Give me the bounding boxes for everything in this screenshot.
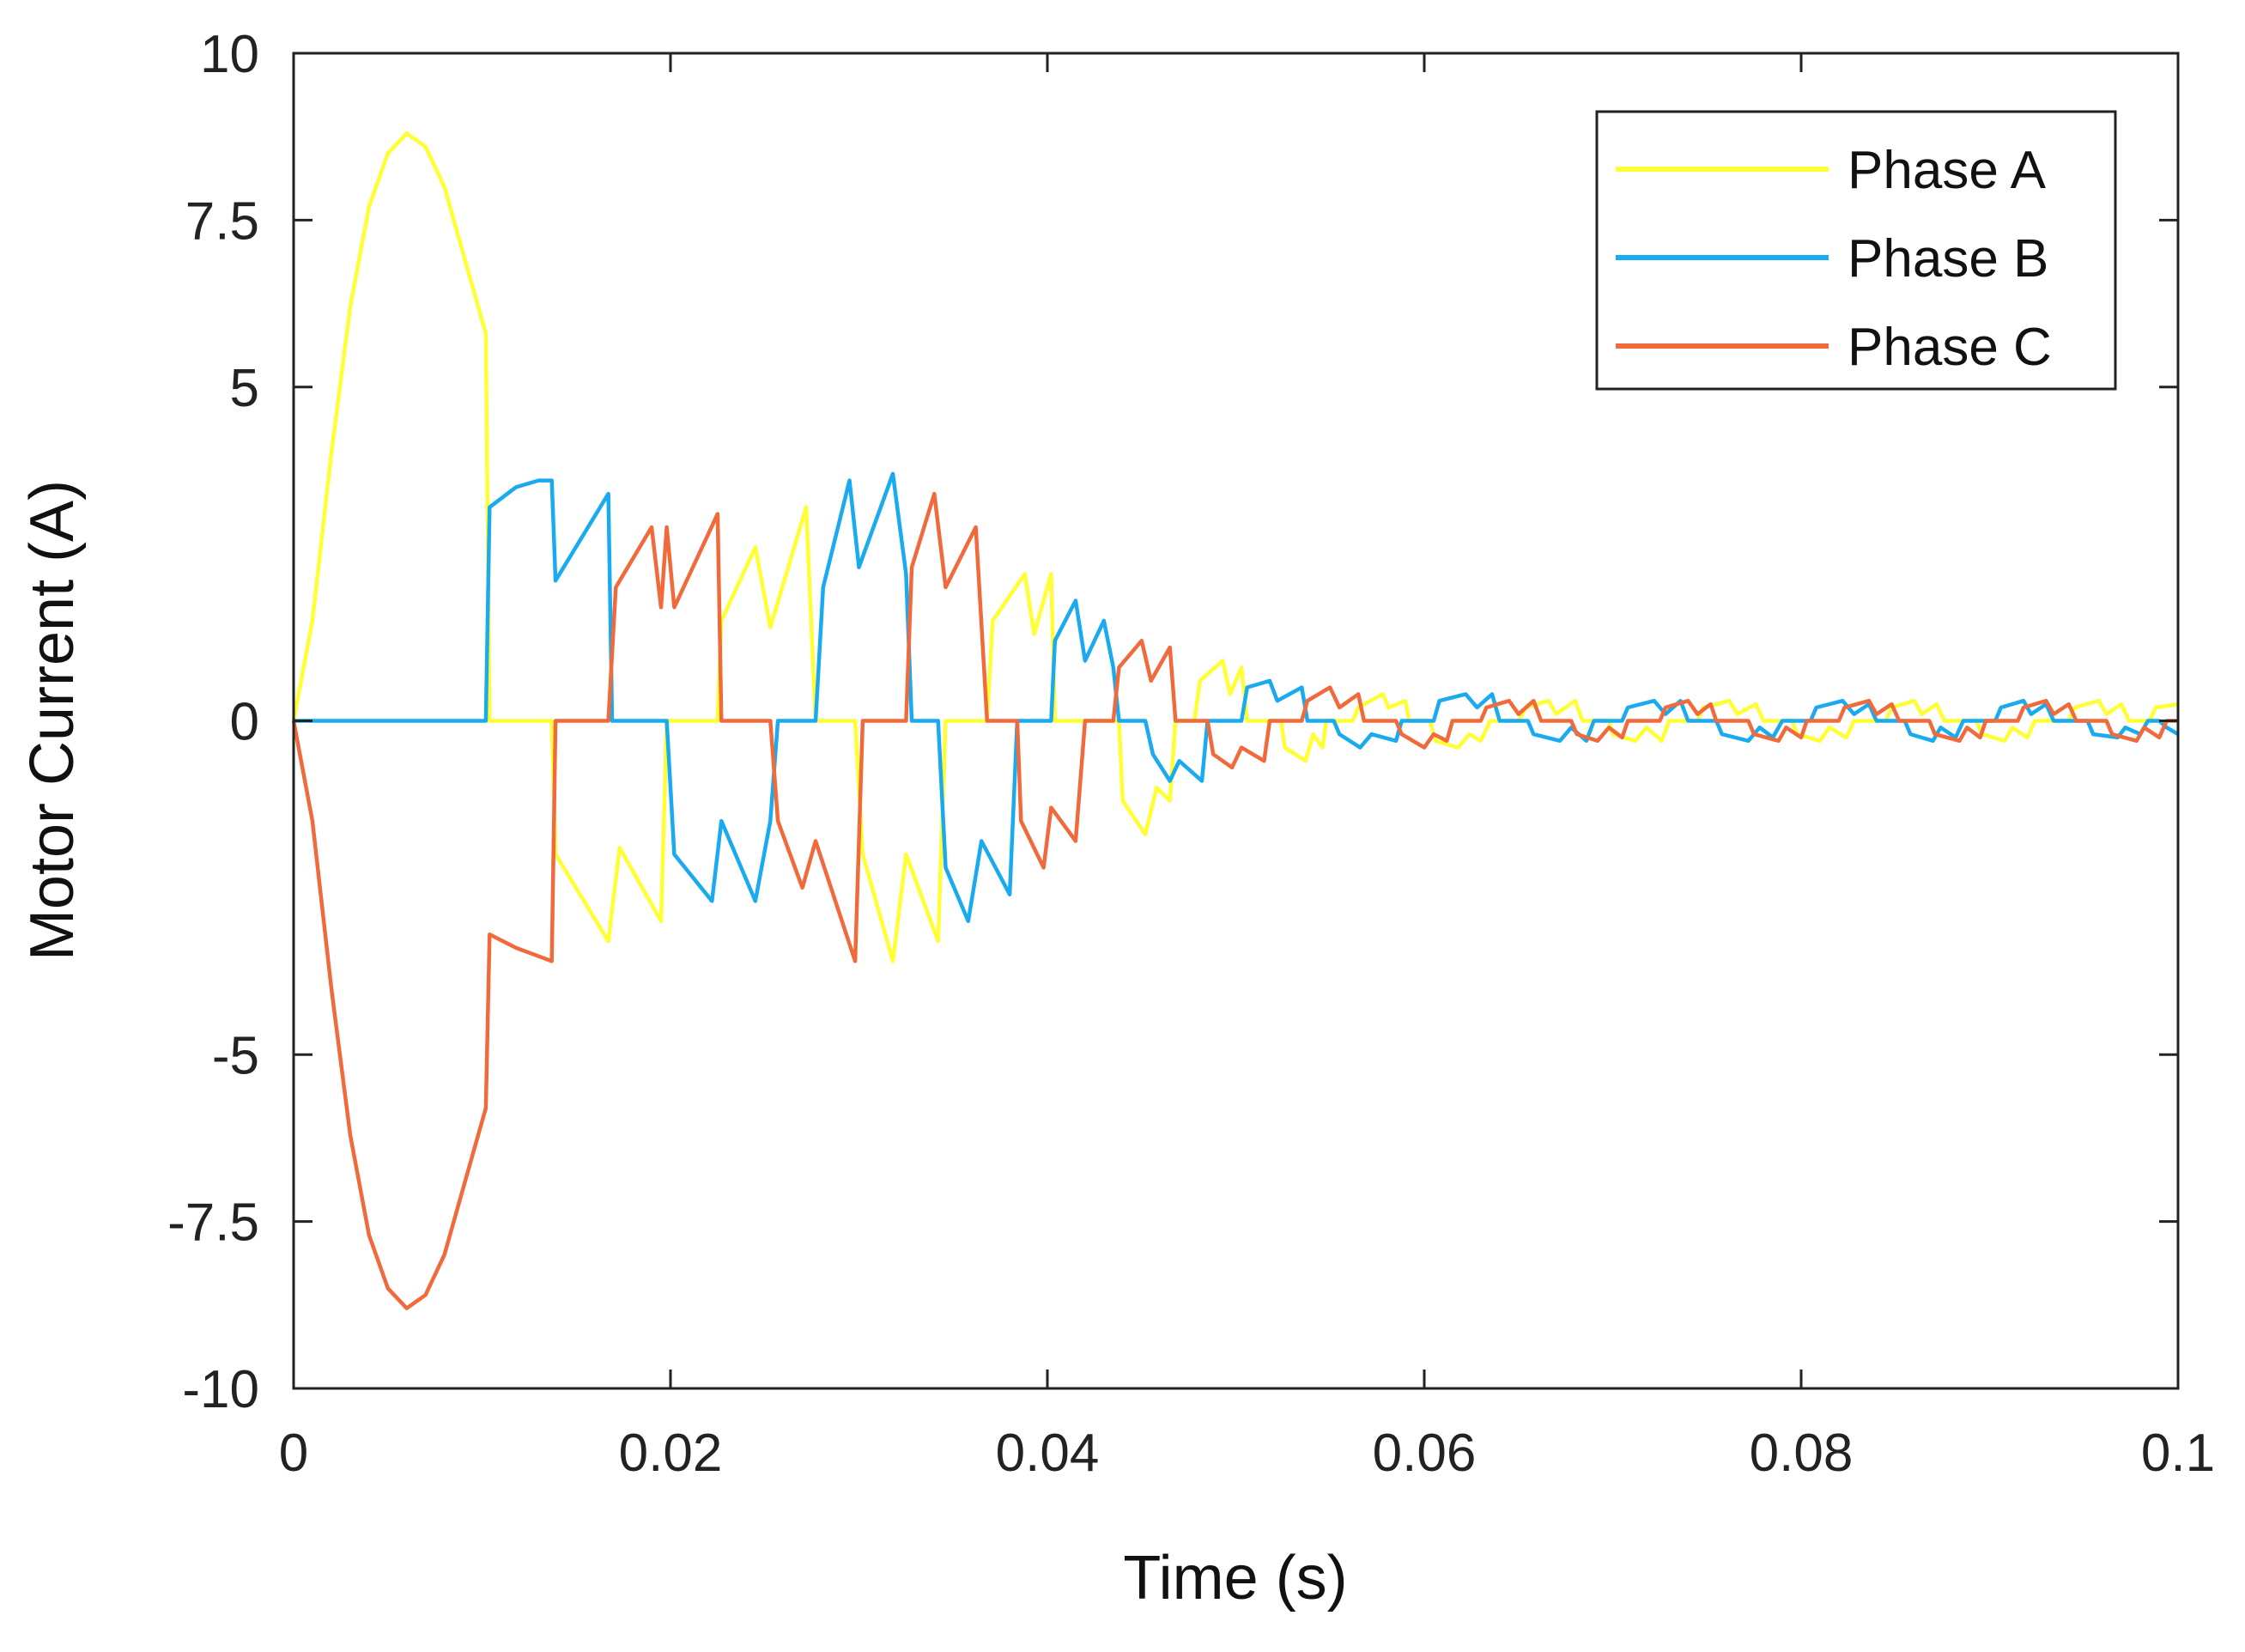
y-tick-label: 0 <box>230 693 259 752</box>
y-tick-label: 5 <box>230 359 259 418</box>
x-tick-label: 0.1 <box>2141 1424 2215 1483</box>
legend-label: Phase C <box>1848 318 2052 377</box>
series-line-phase-c <box>291 491 2178 1310</box>
y-tick-label: 7.5 <box>185 191 259 251</box>
y-tick-label: -5 <box>212 1026 259 1085</box>
tick-layer: 0 0.02 0.04 0.06 0.08 0.1 10 7.5 5 0 -5 -7.5 -10 <box>167 25 2215 1483</box>
legend: Phase A Phase B Phase C <box>1595 110 2117 391</box>
y-tick-label: -7.5 <box>167 1193 259 1253</box>
x-tick-label: 0 <box>279 1424 308 1483</box>
legend-label: Phase A <box>1848 141 2047 200</box>
x-tick-label: 0.02 <box>619 1424 723 1483</box>
series-layer <box>291 131 2180 1310</box>
x-tick-label: 0.06 <box>1373 1424 1477 1483</box>
x-axis-title: Time (s) <box>1123 1544 1347 1613</box>
x-tick-label: 0.04 <box>996 1424 1100 1483</box>
y-tick-label: 10 <box>200 25 259 84</box>
y-tick-label: -10 <box>182 1360 259 1419</box>
legend-label: Phase B <box>1848 229 2048 288</box>
series-line-phase-b <box>294 471 2180 924</box>
x-tick-label: 0.08 <box>1750 1424 1854 1483</box>
legend-box <box>1595 110 2117 391</box>
y-axis-title: Motor Current (A) <box>18 480 87 961</box>
